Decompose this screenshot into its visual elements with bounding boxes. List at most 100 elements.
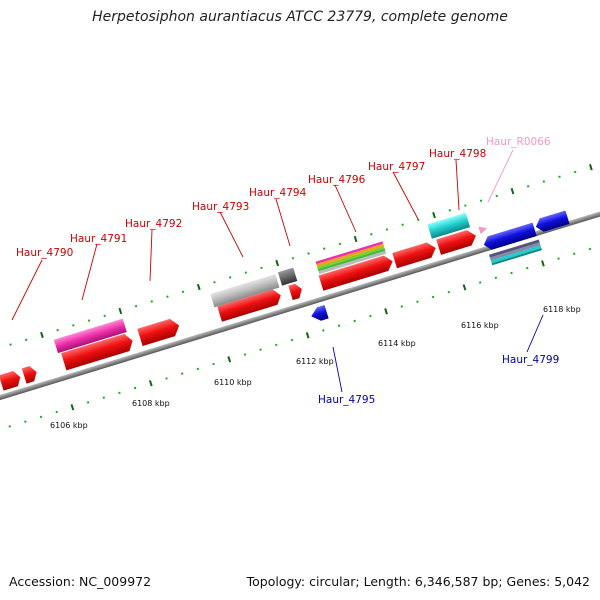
minor-tick [401, 223, 404, 226]
major-tick [432, 211, 436, 219]
minor-tick [134, 304, 138, 308]
minor-tick [557, 257, 560, 260]
minor-tick [102, 396, 106, 399]
leader-haur-4796 [334, 184, 357, 233]
minor-tick [416, 300, 419, 303]
feature-pink [53, 318, 127, 354]
minor-tick [165, 377, 168, 380]
scale-label-6116: 6116 kbp [461, 321, 499, 330]
minor-tick [275, 343, 278, 347]
minor-tick [290, 338, 294, 342]
gene-haur-4790-a [0, 370, 21, 391]
minor-tick [525, 266, 529, 270]
minor-tick [25, 338, 28, 342]
minor-tick [259, 348, 262, 351]
minor-tick [573, 252, 576, 256]
feature-reverse-stripe-1 [489, 239, 540, 258]
minor-tick [133, 386, 137, 390]
minor-tick [55, 410, 58, 414]
feature-reverse-stripe-4 [491, 248, 542, 266]
gene-haur-4792 [137, 318, 180, 347]
minor-tick [39, 415, 43, 419]
minor-tick [447, 290, 451, 294]
leader-haur-4795 [332, 346, 343, 393]
gene-haur-4791 [61, 333, 133, 371]
major-tick [275, 259, 280, 267]
minor-tick [479, 199, 483, 202]
forward-features [53, 212, 471, 354]
forward-tick-track [9, 163, 593, 346]
reverse-genes [311, 210, 570, 321]
label-haur-4795: Haur_4795 [318, 394, 375, 406]
label-haur-r0066: Haur_R0066 [486, 136, 551, 148]
minor-tick [478, 281, 482, 284]
minor-tick [103, 314, 106, 318]
feature-gray [210, 274, 280, 308]
minor-tick [228, 276, 232, 279]
minor-tick [9, 343, 12, 346]
feature-cyan [427, 212, 471, 239]
genome-title: Herpetosiphon aurantiacus ATCC 23779, co… [92, 9, 508, 25]
minor-tick [8, 425, 11, 428]
gene-haur-4796 [318, 255, 393, 291]
minor-tick [323, 247, 326, 250]
minor-tick [87, 319, 91, 322]
minor-tick [526, 185, 530, 188]
major-tick [353, 235, 358, 243]
major-tick [118, 307, 123, 315]
label-haur-4790: Haur_4790 [16, 247, 73, 259]
leader-haur-4799 [526, 314, 544, 353]
major-tick [384, 308, 388, 315]
major-tick [462, 284, 467, 291]
minor-tick [558, 175, 561, 178]
minor-tick [542, 180, 546, 183]
gene-label-leaders [11, 149, 544, 393]
forward-genes [0, 226, 488, 391]
minor-tick [431, 295, 435, 299]
minor-tick [291, 257, 295, 260]
label-haur-4792: Haur_4792 [125, 218, 182, 230]
minor-tick [260, 266, 263, 270]
label-haur-4799: Haur_4799 [502, 354, 559, 366]
minor-tick [181, 290, 185, 294]
gene-haur-4799-a [483, 222, 537, 250]
leader-haur-4791 [81, 243, 98, 301]
scale-label-6106: 6106 kbp [50, 421, 88, 430]
minor-tick [86, 401, 90, 404]
leader-haur-4793 [219, 211, 244, 258]
minor-tick [244, 271, 248, 274]
gene-haur-4799-b [535, 210, 570, 232]
minor-tick [166, 295, 169, 298]
minor-tick [370, 233, 373, 236]
minor-tick [573, 170, 577, 174]
leader-haur-4797 [392, 171, 419, 220]
minor-tick [494, 276, 498, 280]
minor-tick [495, 194, 499, 198]
minor-tick [588, 247, 592, 251]
leader-haur-4794 [275, 198, 291, 247]
major-tick [227, 356, 232, 363]
label-haur-4797: Haur_4797 [368, 161, 425, 173]
minor-tick [338, 242, 342, 246]
gene-haur-4797 [392, 242, 436, 269]
genome-backbone [0, 197, 600, 408]
feature-reverse-stripe-2 [489, 242, 541, 261]
minor-tick [322, 329, 325, 332]
label-haur-4794: Haur_4794 [249, 187, 307, 199]
minor-tick [212, 362, 215, 366]
minor-tick [196, 367, 200, 371]
label-haur-4791: Haur_4791 [70, 233, 127, 245]
minor-tick [213, 280, 216, 284]
feature-striped-1 [315, 241, 384, 265]
minor-tick [417, 218, 420, 222]
scale-label-6112: 6112 kbp [296, 357, 334, 366]
minor-tick [337, 324, 341, 327]
scale-label-6110: 6110 kbp [214, 378, 252, 387]
gene-haur-4795 [311, 305, 329, 321]
gene-haur-r0066 [478, 226, 488, 235]
minor-tick [353, 319, 356, 323]
scale-labels: 6106 kbp 6108 kbp 6110 kbp 6112 kbp 6114… [50, 305, 581, 430]
gene-haur-4798 [436, 230, 476, 255]
minor-tick [385, 228, 389, 231]
